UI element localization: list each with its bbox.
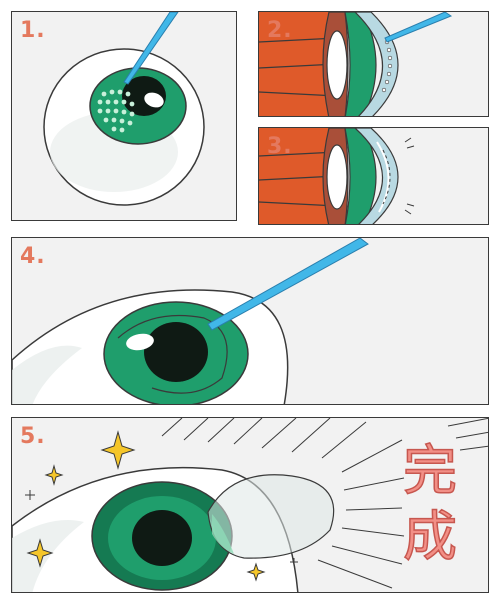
laser-dots <box>97 89 135 133</box>
cornea <box>354 128 399 224</box>
step-4-illustration <box>12 238 369 404</box>
sparkle-icon <box>26 430 266 582</box>
lens-icon <box>207 474 335 559</box>
step-3-panel: 3. <box>258 127 489 225</box>
pupil <box>144 322 208 382</box>
step-4-panel: 4. <box>11 237 489 405</box>
step-2-panel: 2. <box>258 11 489 117</box>
step-1-panel: 1. <box>11 11 237 221</box>
step-4-number: 4. <box>20 244 46 269</box>
step-1-illustration <box>43 12 205 206</box>
step-2-number: 2. <box>267 18 293 43</box>
step-2-illustration <box>259 12 453 116</box>
step-5-panel: 5. 完成 <box>11 417 489 593</box>
step-5-number: 5. <box>20 424 46 449</box>
step-3-illustration <box>259 128 415 224</box>
step-3-number: 3. <box>267 134 293 159</box>
pupil <box>132 510 192 566</box>
needle-icon <box>123 12 179 85</box>
radiating-lines <box>161 418 488 589</box>
needle-icon <box>384 12 453 43</box>
crystalline-lens <box>326 144 348 210</box>
step-5-illustration <box>12 418 488 592</box>
step-1-number: 1. <box>20 18 46 43</box>
crystalline-lens <box>326 30 348 100</box>
done-text: 完成 <box>402 438 458 569</box>
needle-icon <box>207 238 369 331</box>
